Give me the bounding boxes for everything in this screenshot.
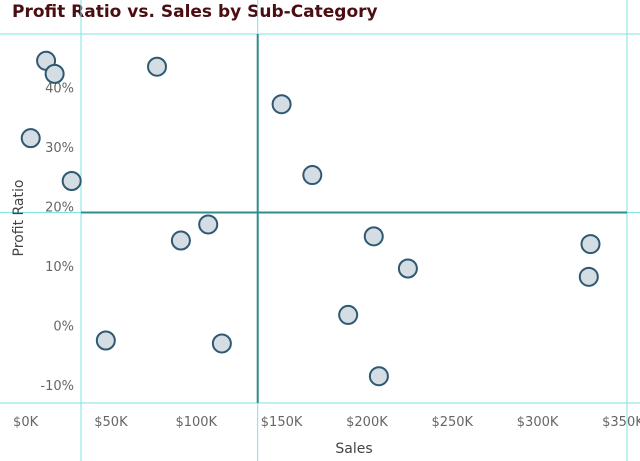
y-tick-label: -10% <box>40 379 74 394</box>
x-tick-label: $150K <box>261 415 303 430</box>
scatter-point[interactable] <box>95 330 116 351</box>
scatter-point[interactable] <box>580 234 601 255</box>
x-tick-label: $350K <box>602 415 640 430</box>
x-tick-label: $300K <box>517 415 559 430</box>
scatter-point[interactable] <box>61 171 82 192</box>
scatter-point[interactable] <box>198 214 219 235</box>
y-axis-ticks: -10% 0% 10% 20% 30% 40% <box>40 82 74 395</box>
chart-title: Profit Ratio vs. Sales by Sub-Category <box>12 2 378 22</box>
y-axis-title: Profit Ratio <box>11 180 27 257</box>
scatter-point[interactable] <box>147 56 168 77</box>
scatter-point[interactable] <box>44 63 65 84</box>
scatter-point[interactable] <box>368 366 389 387</box>
y-tick-label: 10% <box>45 260 74 275</box>
scatter-point[interactable] <box>338 304 359 325</box>
scatter-point[interactable] <box>363 226 384 247</box>
scatter-point[interactable] <box>578 266 599 287</box>
scatter-point[interactable] <box>20 128 41 149</box>
scatter-point[interactable] <box>397 258 418 279</box>
x-tick-label: $0K <box>13 415 39 430</box>
scatter-point[interactable] <box>302 165 323 186</box>
x-tick-label: $100K <box>175 415 217 430</box>
x-tick-label: $50K <box>94 415 128 430</box>
scatter-point[interactable] <box>170 230 191 251</box>
x-axis-title: Sales <box>335 441 372 457</box>
x-tick-label: $250K <box>431 415 473 430</box>
y-tick-label: 40% <box>45 82 74 97</box>
y-tick-label: 30% <box>45 141 74 156</box>
scatter-point[interactable] <box>271 94 292 115</box>
scatter-point[interactable] <box>211 333 232 354</box>
data-points <box>20 50 601 387</box>
x-axis-ticks: $0K $50K $100K $150K $200K $250K $300K $350K <box>13 415 640 430</box>
y-tick-label: 20% <box>45 201 74 216</box>
y-tick-label: 0% <box>53 320 74 335</box>
x-tick-label: $200K <box>346 415 388 430</box>
